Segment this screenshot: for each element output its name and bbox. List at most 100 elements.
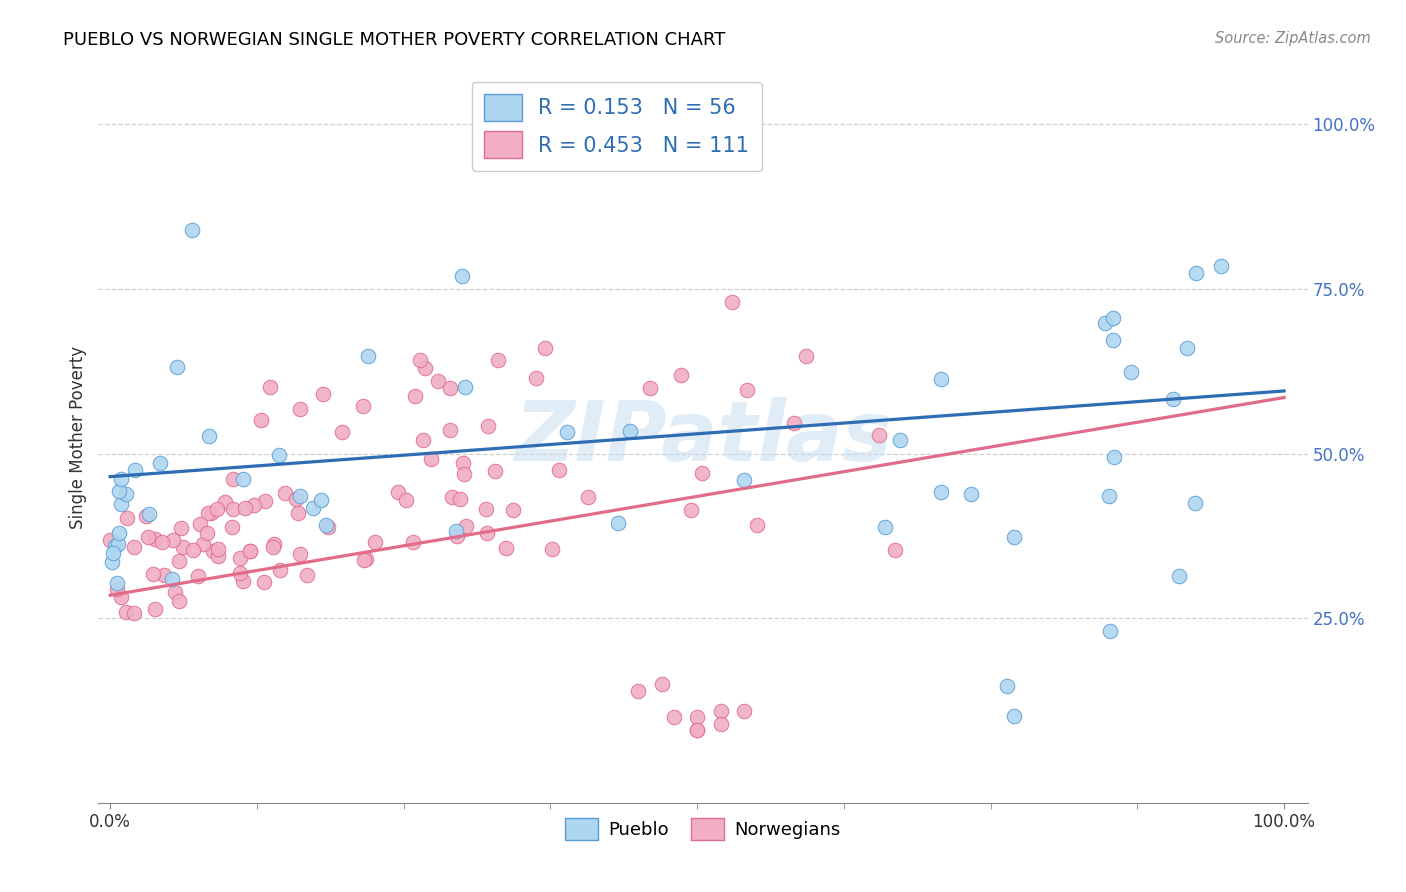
Point — [638, 381, 661, 395]
Point — [733, 704, 755, 718]
Point — [477, 419, 499, 434]
Point — [108, 484, 131, 499]
Point — [162, 533, 184, 548]
Point — [290, 547, 312, 561]
Point — [710, 704, 733, 718]
Point — [231, 574, 253, 588]
Point — [721, 295, 744, 310]
Point — [686, 723, 709, 738]
Point — [172, 540, 194, 554]
Point — [207, 549, 229, 563]
Point — [454, 519, 477, 533]
Point — [357, 349, 380, 363]
Point — [315, 518, 337, 533]
Point — [160, 572, 183, 586]
Point — [115, 511, 138, 525]
Point — [100, 555, 122, 569]
Point — [149, 456, 172, 470]
Point — [135, 509, 157, 524]
Point — [453, 467, 475, 481]
Point — [959, 487, 981, 501]
Point — [239, 544, 262, 558]
Point — [262, 540, 284, 554]
Point — [439, 423, 461, 437]
Point — [285, 492, 308, 507]
Point — [269, 563, 291, 577]
Point — [200, 506, 222, 520]
Point — [108, 525, 131, 540]
Point — [1163, 392, 1185, 406]
Point — [98, 533, 121, 547]
Point — [745, 517, 768, 532]
Point — [229, 551, 252, 566]
Point — [1002, 530, 1025, 544]
Point — [122, 541, 145, 555]
Point — [474, 502, 496, 516]
Point — [274, 486, 297, 500]
Point — [364, 534, 387, 549]
Point — [1185, 266, 1208, 280]
Point — [201, 543, 224, 558]
Point — [627, 683, 650, 698]
Point — [662, 710, 685, 724]
Point — [486, 353, 509, 368]
Point — [353, 552, 375, 566]
Point — [114, 487, 136, 501]
Point — [302, 500, 325, 515]
Point — [167, 593, 190, 607]
Point — [783, 416, 806, 430]
Point — [107, 575, 129, 590]
Point — [103, 546, 125, 560]
Point — [221, 520, 243, 534]
Point — [169, 554, 191, 568]
Point — [794, 349, 817, 363]
Point — [651, 677, 673, 691]
Point — [122, 607, 145, 621]
Y-axis label: Single Mother Poverty: Single Mother Poverty — [69, 345, 87, 529]
Point — [316, 520, 339, 534]
Point — [1184, 496, 1206, 510]
Point — [446, 529, 468, 543]
Point — [233, 501, 256, 516]
Point — [150, 534, 173, 549]
Point — [181, 542, 204, 557]
Point — [198, 429, 221, 443]
Point — [873, 520, 896, 534]
Point — [124, 463, 146, 477]
Point — [170, 521, 193, 535]
Point — [207, 542, 229, 557]
Point — [555, 425, 578, 439]
Point — [883, 542, 905, 557]
Point — [1102, 333, 1125, 347]
Point — [686, 710, 709, 724]
Point — [681, 503, 703, 517]
Point — [191, 537, 214, 551]
Point — [451, 456, 474, 470]
Point — [453, 380, 475, 394]
Point — [263, 537, 285, 551]
Point — [107, 582, 129, 596]
Point — [330, 425, 353, 439]
Point — [107, 537, 129, 551]
Point — [475, 525, 498, 540]
Point — [1209, 259, 1232, 273]
Point — [104, 539, 127, 553]
Point — [110, 497, 132, 511]
Point — [409, 353, 432, 368]
Point — [288, 489, 311, 503]
Point — [143, 602, 166, 616]
Point — [166, 360, 188, 375]
Point — [548, 462, 571, 476]
Point — [439, 381, 461, 395]
Point — [444, 524, 467, 538]
Point — [1098, 624, 1121, 638]
Point — [413, 361, 436, 376]
Point — [110, 590, 132, 604]
Text: Source: ZipAtlas.com: Source: ZipAtlas.com — [1215, 31, 1371, 46]
Point — [692, 467, 714, 481]
Point — [259, 380, 281, 394]
Point — [295, 568, 318, 582]
Point — [733, 473, 755, 487]
Point — [114, 605, 136, 619]
Point — [190, 517, 212, 532]
